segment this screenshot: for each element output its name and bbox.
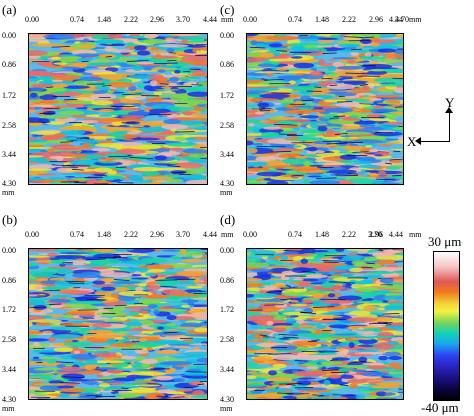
x-tick: 4.44 (389, 230, 403, 239)
y-unit: mm (220, 188, 232, 197)
y-unit: mm (2, 404, 14, 413)
y-unit: mm (2, 188, 14, 197)
x-tick: 3.70 (176, 230, 190, 239)
x-tick: 1.48 (97, 230, 111, 239)
y-arrow-line (449, 112, 450, 142)
panel-label: (a) (2, 2, 16, 18)
x-tick: 1.48 (97, 15, 111, 24)
x-axis-letter: X (407, 134, 416, 150)
x-tick: 0.74 (288, 15, 302, 24)
x-tick: 3.70 (176, 15, 190, 24)
x-tick: 4.44 (389, 15, 403, 24)
x-tick: 2.22 (342, 230, 356, 239)
y-tick: 0.00 (2, 31, 16, 40)
panel-label: (c) (220, 2, 234, 18)
x-tick: 2.96 (369, 15, 383, 24)
surface-map (246, 33, 404, 185)
y-tick: 1.72 (2, 305, 16, 314)
x-tick: 2.22 (342, 15, 356, 24)
colorbar (433, 251, 460, 401)
panel-label: (d) (220, 212, 235, 228)
y-tick: 0.86 (2, 60, 16, 69)
y-tick: 3.44 (2, 365, 16, 374)
x-tick: 2.22 (124, 15, 138, 24)
x-tick: 0.00 (25, 15, 39, 24)
y-tick: 1.72 (220, 91, 234, 100)
y-tick: 3.44 (2, 150, 16, 159)
y-unit: mm (220, 404, 232, 413)
y-tick: 4.30 (220, 179, 234, 188)
y-tick: 0.00 (220, 246, 234, 255)
scale-min-label: -40 μm (421, 400, 459, 416)
y-tick: 1.72 (220, 305, 234, 314)
y-tick: 4.30 (2, 395, 16, 404)
surface-map (28, 33, 208, 185)
up-arrow-icon (445, 107, 453, 113)
surface-map (246, 248, 404, 400)
x-tick: 0.00 (243, 230, 257, 239)
y-tick: 0.86 (220, 276, 234, 285)
x-tick: 0.00 (25, 230, 39, 239)
x-tick: 4.44 (203, 230, 217, 239)
x-tick: 2.96 (150, 15, 164, 24)
x-unit: mm (409, 230, 421, 239)
panel-label: (b) (2, 212, 17, 228)
y-tick: 2.58 (220, 335, 234, 344)
y-tick: 3.44 (220, 365, 234, 374)
y-tick: 2.58 (220, 121, 234, 130)
y-tick: 3.44 (220, 150, 234, 159)
x-tick: 3.70 (368, 230, 382, 239)
y-tick: 4.30 (220, 395, 234, 404)
surface-map (28, 248, 208, 400)
x-tick: 0.74 (70, 230, 84, 239)
x-tick: 2.96 (150, 230, 164, 239)
y-tick: 4.30 (2, 179, 16, 188)
y-tick: 2.58 (2, 335, 16, 344)
x-tick: 1.48 (315, 15, 329, 24)
x-tick: 2.22 (124, 230, 138, 239)
y-tick: 0.86 (2, 276, 16, 285)
x-tick: 0.00 (243, 15, 257, 24)
scale-max-label: 30 μm (428, 234, 461, 250)
x-tick: 0.74 (70, 15, 84, 24)
x-tick: 4.44 (203, 15, 217, 24)
x-arrow-line (420, 141, 450, 142)
y-tick: 0.00 (2, 246, 16, 255)
y-tick: 0.00 (220, 31, 234, 40)
y-tick: 1.72 (2, 91, 16, 100)
x-tick: 1.48 (315, 230, 329, 239)
y-tick: 0.86 (220, 60, 234, 69)
x-unit: mm (221, 230, 233, 239)
x-unit: mm (409, 15, 421, 24)
y-tick: 2.58 (2, 121, 16, 130)
x-tick: 0.74 (288, 230, 302, 239)
